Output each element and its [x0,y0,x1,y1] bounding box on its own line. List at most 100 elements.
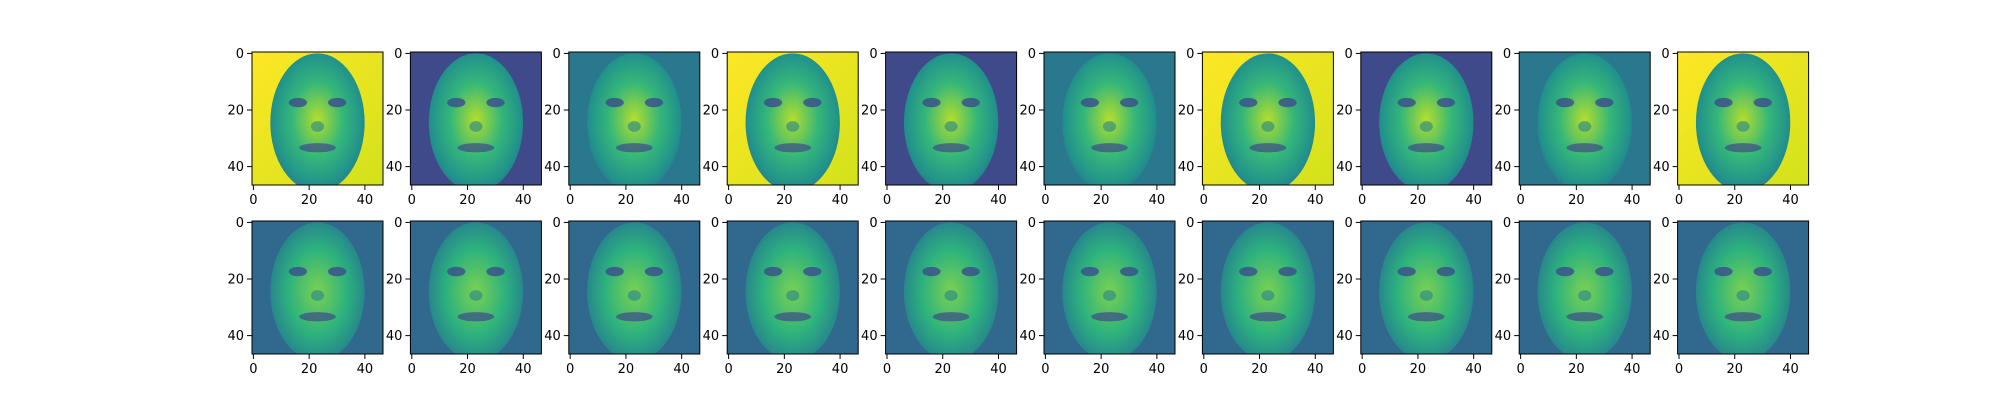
x-tick-label: 20 [1726,362,1743,377]
y-tick-label: 0 [711,216,719,231]
heatmap-image [1519,52,1651,185]
x-tick-label: 20 [1568,362,1585,377]
x-tick-label: 0 [1516,362,1524,377]
x-tick-label: 0 [249,193,257,208]
y-tick-label: 0 [553,47,561,62]
x-tick-label: 40 [1307,193,1324,208]
axes-frame [1043,220,1176,355]
x-tick-label: 40 [1782,362,1799,377]
x-tick-label: 40 [357,362,374,377]
y-tick-label: 20 [544,104,561,119]
x-tick-label: 40 [1624,193,1641,208]
axes-frame [251,51,384,186]
y-tick-label: 20 [1178,273,1195,288]
heatmap-image [1677,221,1809,354]
heatmap-image [410,221,542,354]
x-tick-label: 40 [1624,362,1641,377]
x-tick-label: 40 [1465,362,1482,377]
x-tick-label: 40 [673,193,690,208]
x-tick-label: 0 [566,193,574,208]
y-tick-label: 0 [869,216,877,231]
x-tick-label: 20 [1251,193,1268,208]
axes-frame [885,220,1018,355]
heatmap-image [1519,221,1651,354]
heatmap-image [252,52,383,185]
y-tick-label: 40 [1495,329,1512,344]
subplot-r1-c4: 0 20 40 0 20 40 [861,216,1018,377]
x-tick-label: 20 [618,362,635,377]
x-tick-label: 0 [408,193,416,208]
x-tick-label: 20 [1093,193,1110,208]
x-tick-label: 20 [1726,193,1743,208]
subplot-r0-c4: 0 20 40 0 20 40 [861,47,1018,208]
subplot-r1-c6: 0 20 40 0 20 40 [1178,216,1334,377]
x-tick-label: 20 [776,193,793,208]
x-tick-label: 0 [1516,193,1524,208]
y-tick-label: 40 [861,160,878,175]
y-tick-label: 40 [386,329,403,344]
y-tick-label: 20 [703,273,720,288]
y-tick-label: 40 [1336,160,1353,175]
y-tick-label: 40 [861,329,878,344]
y-tick-label: 0 [1503,216,1511,231]
x-tick-label: 0 [883,362,891,377]
y-tick-label: 0 [1028,47,1036,62]
subplot-r1-c5: 0 20 40 0 20 40 [1019,216,1176,377]
heatmap-image [885,52,1017,185]
y-tick-label: 20 [544,273,561,288]
y-tick-label: 20 [861,104,878,119]
y-tick-label: 20 [1495,104,1512,119]
subplot-r0-c1: 0 20 40 0 20 40 [386,47,542,208]
axes-frame [568,220,701,355]
y-tick-label: 40 [1495,160,1512,175]
heatmap-image [1202,221,1334,354]
y-tick-label: 20 [703,104,720,119]
subplot-r0-c2: 0 20 40 0 20 40 [544,47,701,208]
y-tick-label: 0 [711,47,719,62]
y-tick-label: 40 [1019,160,1036,175]
x-tick-label: 40 [515,193,532,208]
x-tick-label: 20 [1251,362,1268,377]
heatmap-image [568,52,700,185]
axes-frame [1201,220,1334,355]
y-tick-label: 20 [861,273,878,288]
y-tick-label: 20 [1653,104,1670,119]
x-tick-label: 0 [724,362,732,377]
y-tick-label: 0 [869,47,877,62]
y-tick-label: 0 [394,47,402,62]
heatmap-image [252,221,383,354]
y-tick-label: 0 [1028,216,1036,231]
x-tick-label: 40 [990,193,1007,208]
subplot-r1-c0: 0 20 40 0 20 40 [227,216,384,377]
x-tick-label: 20 [776,362,793,377]
y-tick-label: 40 [544,160,561,175]
x-tick-label: 20 [1410,193,1427,208]
y-tick-label: 40 [227,160,244,175]
y-tick-label: 20 [1019,273,1036,288]
axes-frame [1518,51,1651,186]
x-tick-label: 40 [1782,193,1799,208]
x-tick-label: 0 [249,362,257,377]
y-tick-label: 0 [553,216,561,231]
heatmap-image [885,221,1017,354]
y-tick-label: 40 [1178,160,1195,175]
heatmap-image [727,52,859,185]
x-tick-label: 40 [832,362,849,377]
x-tick-label: 0 [1675,362,1683,377]
subplot-r1-c2: 0 20 40 0 20 40 [544,216,701,377]
heatmap-image [410,52,542,185]
y-tick-label: 20 [227,273,244,288]
x-tick-label: 0 [1200,362,1208,377]
subplot-r0-c9: 0 20 40 0 20 40 [1653,47,1810,208]
axes-frame [1201,51,1334,186]
subplot-r1-c7: 0 20 40 0 20 40 [1336,216,1493,377]
x-tick-label: 40 [1149,193,1166,208]
axes-frame [1360,220,1493,355]
subplot-r0-c7: 0 20 40 0 20 40 [1336,47,1493,208]
x-tick-label: 20 [934,362,951,377]
axes-frame [885,51,1018,186]
heatmap-image [1677,52,1809,185]
x-tick-label: 0 [883,193,891,208]
y-tick-label: 0 [1345,216,1353,231]
